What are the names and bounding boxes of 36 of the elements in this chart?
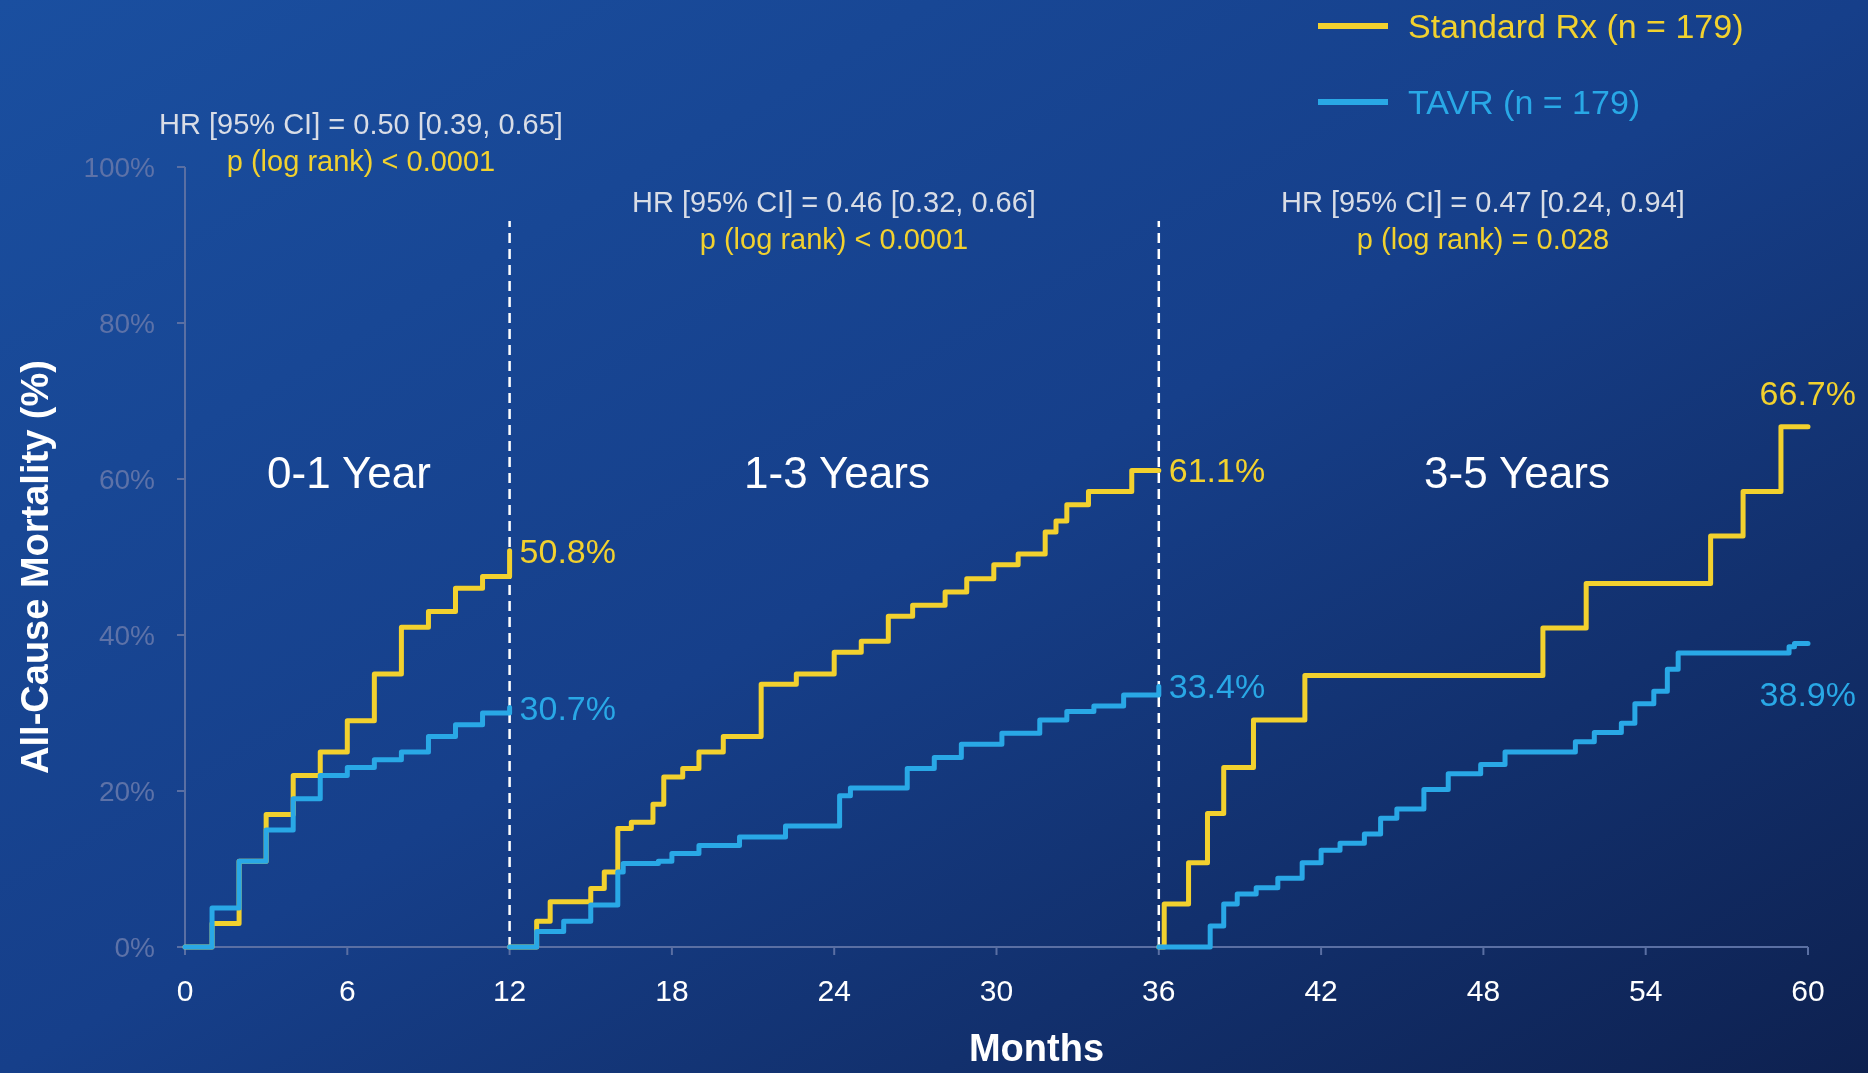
x-tick-label: 0 bbox=[176, 974, 194, 1007]
x-tick-label: 42 bbox=[1304, 974, 1338, 1007]
data-label: 66.7% bbox=[1759, 373, 1856, 412]
x-tick-label: 60 bbox=[1791, 974, 1825, 1007]
x-tick-label: 36 bbox=[1142, 974, 1176, 1007]
annotation: 3-5 Years bbox=[1424, 448, 1610, 497]
x-tick-label: 18 bbox=[655, 974, 689, 1007]
x-tick-label: 6 bbox=[338, 974, 356, 1007]
y-tick-label: 60% bbox=[98, 464, 155, 495]
y-tick-label: 100% bbox=[83, 152, 155, 183]
y-tick-label: 80% bbox=[98, 308, 155, 339]
data-label: 61.1% bbox=[1168, 451, 1266, 490]
annotation: 1-3 Years bbox=[744, 448, 930, 497]
annotation: HR [95% CI] = 0.46 [0.32, 0.66] bbox=[632, 186, 1036, 218]
data-label: 38.9% bbox=[1759, 674, 1856, 713]
y-tick-label: 0% bbox=[114, 932, 155, 963]
y-tick-label: 20% bbox=[98, 776, 155, 807]
y-axis-title: All-Cause Mortality (%) bbox=[14, 360, 56, 774]
y-tick-label: 40% bbox=[98, 620, 155, 651]
x-tick-label: 12 bbox=[492, 974, 527, 1007]
annotation: HR [95% CI] = 0.47 [0.24, 0.94] bbox=[1281, 186, 1685, 218]
x-tick-label: 30 bbox=[979, 974, 1014, 1007]
x-tick-label: 54 bbox=[1629, 974, 1663, 1007]
annotation: p (log rank) = 0.028 bbox=[1356, 223, 1610, 255]
data-label: 30.7% bbox=[519, 688, 617, 727]
x-axis-title: Months bbox=[968, 1027, 1105, 1069]
text: HR [95% CI] = 0.50 [0.39, 0.65] bbox=[159, 108, 563, 140]
legend-label: Standard Rx (n = 179) bbox=[1408, 7, 1744, 45]
annotation: p (log rank) < 0.0001 bbox=[699, 223, 969, 255]
annotation: 0-1 Year bbox=[267, 448, 431, 497]
x-tick-label: 24 bbox=[817, 974, 851, 1007]
data-label: 33.4% bbox=[1168, 667, 1266, 706]
legend-label: TAVR (n = 179) bbox=[1408, 83, 1641, 121]
data-label: 50.8% bbox=[519, 531, 617, 570]
annotation: p (log rank) < 0.0001 bbox=[226, 145, 496, 177]
x-tick-label: 48 bbox=[1466, 974, 1501, 1007]
